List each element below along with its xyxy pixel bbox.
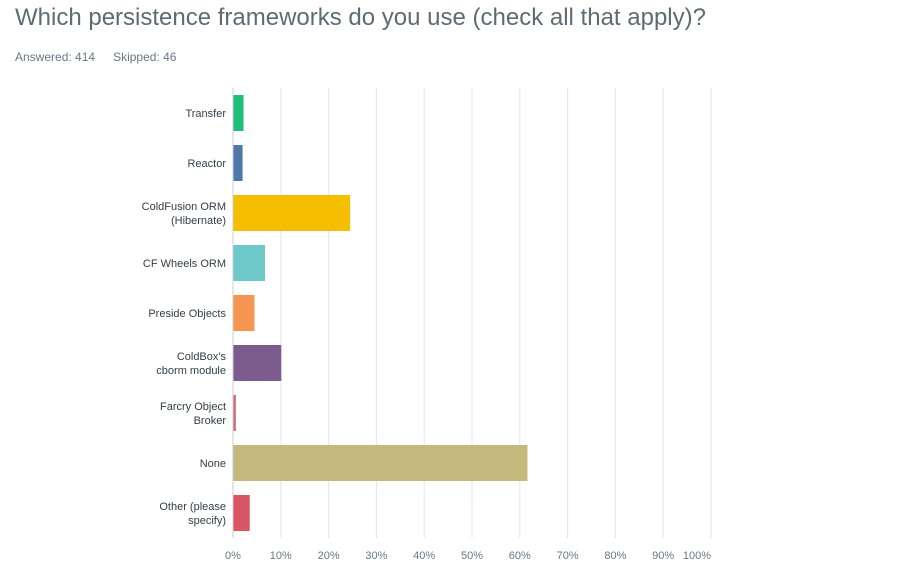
bar	[233, 345, 282, 381]
category-label: CF Wheels ORM	[143, 258, 226, 270]
x-tick-label: 70%	[557, 550, 579, 562]
category-label: ColdFusion ORM	[142, 201, 226, 213]
category-label: (Hibernate)	[171, 215, 226, 227]
category-label: None	[200, 458, 226, 470]
category-label: Broker	[194, 415, 227, 427]
bar	[233, 395, 236, 431]
category-label: Transfer	[185, 108, 226, 120]
bar	[233, 495, 250, 531]
bar	[233, 245, 266, 281]
x-tick-label: 50%	[461, 550, 483, 562]
skipped-count: Skipped: 46	[113, 50, 177, 64]
x-tick-label: 100%	[683, 550, 711, 562]
bar	[233, 295, 255, 331]
x-tick-label: 10%	[270, 550, 292, 562]
x-tick-label: 80%	[604, 550, 626, 562]
answered-count: Answered: 414	[15, 50, 96, 64]
response-stats: Answered: 414 Skipped: 46	[15, 50, 176, 64]
bar	[233, 195, 351, 231]
category-label: Preside Objects	[148, 308, 226, 320]
x-tick-label: 60%	[509, 550, 531, 562]
x-tick-label: 90%	[652, 550, 674, 562]
x-tick-label: 40%	[413, 550, 435, 562]
category-label: specify)	[188, 515, 226, 527]
category-label: Other (please	[159, 501, 226, 513]
bar	[233, 95, 244, 131]
x-tick-label: 20%	[318, 550, 340, 562]
bar	[233, 445, 528, 481]
x-tick-label: 30%	[365, 550, 387, 562]
category-label: Reactor	[187, 158, 226, 170]
question-title: Which persistence frameworks do you use …	[15, 4, 706, 31]
category-label: ColdBox's	[177, 351, 227, 363]
bar	[233, 145, 243, 181]
category-label: Farcry Object	[160, 401, 226, 413]
category-label: cborm module	[156, 365, 226, 377]
x-tick-label: 0%	[225, 550, 241, 562]
